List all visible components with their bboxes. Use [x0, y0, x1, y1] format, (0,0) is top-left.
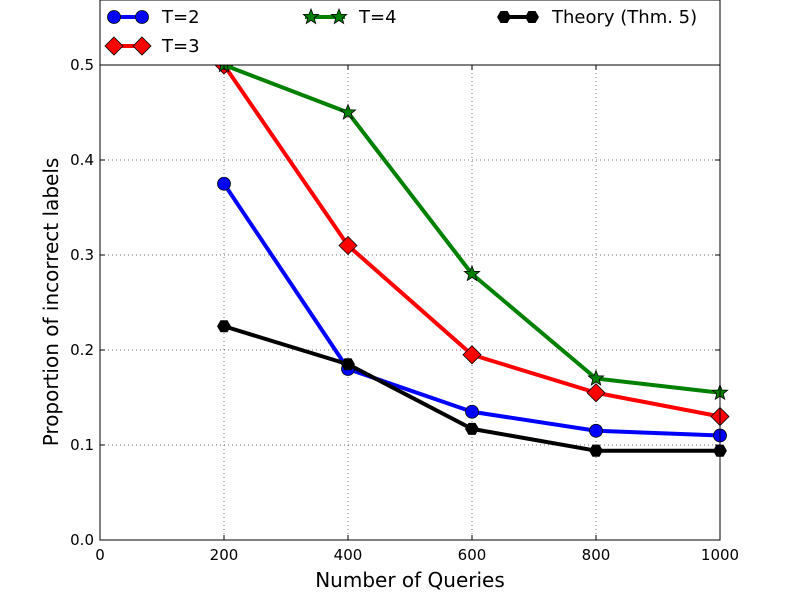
legend-box	[99, 0, 721, 66]
x-tick-label: 1000	[701, 546, 739, 564]
series-lines	[214, 55, 730, 457]
data-point-theory-thm-5	[217, 320, 231, 333]
x-tick-label: 600	[458, 546, 487, 564]
legend-marker-t-3	[104, 36, 124, 56]
data-point-t-2	[465, 404, 479, 419]
y-tick-label: 0.4	[70, 151, 94, 169]
series-t-3	[214, 55, 730, 427]
legend-label-t-4: T=4	[358, 7, 397, 28]
legend-label-theory-thm-5: Theory (Thm. 5)	[551, 7, 697, 28]
legend-item-t-4: T=4	[302, 7, 397, 28]
y-tick-label: 0.5	[70, 56, 94, 74]
legend: T=2 T=3 T=4 Theory (Thm. 5)	[99, 0, 721, 66]
data-point-t-4	[339, 103, 357, 120]
legend-marker-t-2	[107, 10, 121, 24]
data-point-t-2	[217, 176, 231, 191]
y-axis-label: Proportion of incorrect labels	[39, 158, 63, 447]
x-tick-label: 200	[210, 546, 239, 564]
legend-marker-theory-thm-5	[497, 10, 511, 24]
data-point-t-3	[338, 235, 358, 256]
data-point-t-4	[587, 369, 605, 386]
axis-ticks: 0 200 400 600 800 1000 0.0 0.1 0.2 0.3 0.4 0.5	[70, 56, 739, 564]
series-line-t-4	[223, 63, 721, 395]
x-axis-label: Number of Queries	[315, 568, 505, 592]
legend-label-t-2: T=2	[161, 7, 200, 28]
y-tick-label: 0.3	[70, 246, 94, 264]
data-point-t-3	[462, 345, 482, 365]
data-point-theory-thm-5	[341, 358, 355, 371]
legend-item-t-2: T=2	[107, 7, 200, 28]
legend-item-t-3: T=3	[104, 36, 200, 57]
y-tick-label: 0.1	[70, 436, 94, 454]
data-point-theory-thm-5	[589, 444, 603, 457]
data-point-t-4	[463, 264, 481, 282]
legend-label-t-3: T=3	[161, 36, 200, 57]
data-point-t-2	[589, 423, 603, 438]
legend-marker-t-3	[132, 36, 152, 56]
legend-marker-t-2	[135, 10, 149, 24]
x-tick-label: 400	[334, 546, 363, 564]
x-tick-label: 0	[95, 546, 105, 564]
x-tick-label: 800	[582, 546, 611, 564]
legend-marker-t-4	[302, 7, 320, 25]
legend-marker-theory-thm-5	[525, 10, 539, 24]
legend-item-theory-thm-5: Theory (Thm. 5)	[497, 7, 697, 28]
grid-lines	[100, 65, 720, 540]
series-theory-thm-5	[217, 320, 727, 457]
y-tick-label: 0.2	[70, 341, 94, 359]
data-point-theory-thm-5	[465, 422, 479, 435]
legend-marker-t-4	[330, 7, 348, 25]
y-tick-label: 0.0	[70, 531, 94, 549]
data-point-t-3	[586, 383, 606, 403]
